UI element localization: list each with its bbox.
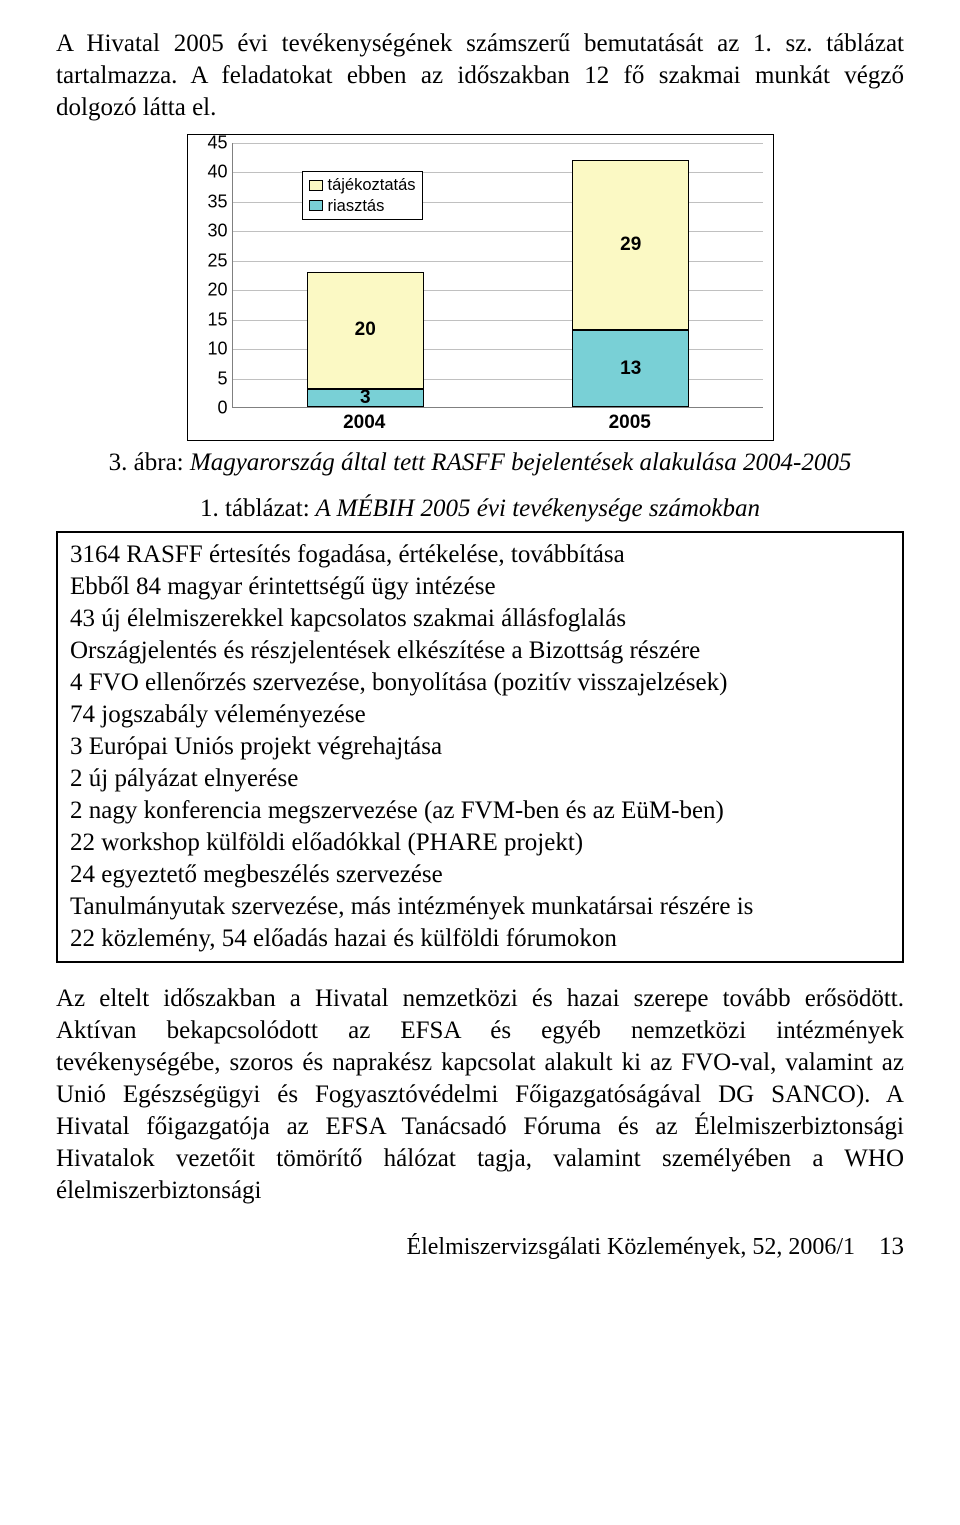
legend-swatch [309,200,323,211]
table-title: 1. táblázat: A MÉBIH 2005 évi tevékenysé… [56,495,904,523]
footer-journal: Élelmiszervizsgálati Közlemények, 52, 20… [406,1234,855,1261]
chart-frame: 0 5 10 15 20 25 30 35 40 45 20042005 3 20 13 29 tájékoz… [187,134,774,441]
bar-value-label: 29 [572,234,689,256]
activity-item: Ebből 84 magyar érintettségű ügy intézés… [70,571,890,603]
table-title-num: 1. táblázat: [200,495,310,522]
activity-item: 74 jogszabály véleményezése [70,699,890,731]
intro-paragraph: A Hivatal 2005 évi tevékenységének száms… [56,28,904,124]
x-category-label: 2004 [232,412,498,434]
table-title-text: A MÉBIH 2005 évi tevékenysége számokban [315,495,760,522]
activity-item: 2 nagy konferencia megszervezése (az FVM… [70,795,890,827]
bar-value-label: 3 [307,387,424,409]
chart-caption: 3. ábra: Magyarország által tett RASFF b… [56,449,904,477]
chart-legend: tájékoztatásriasztás [302,171,423,220]
x-category-label: 2005 [497,412,763,434]
bar-group: 3 20 [307,272,424,407]
legend-swatch [309,180,323,191]
activity-box: 3164 RASFF értesítés fogadása, értékelés… [56,531,904,963]
y-tick-label: 0 [194,398,228,419]
legend-label: riasztás [328,196,385,217]
legend-label: tájékoztatás [328,175,416,196]
y-tick-label: 20 [194,280,228,301]
page-footer: Élelmiszervizsgálati Közlemények, 52, 20… [56,1233,904,1261]
activity-item: 24 egyeztető megbeszélés szervezése [70,859,890,891]
legend-row: riasztás [309,196,416,217]
activity-item: 22 workshop külföldi előadókkal (PHARE p… [70,827,890,859]
activity-item: 2 új pályázat elnyerése [70,763,890,795]
chart-container: 0 5 10 15 20 25 30 35 40 45 20042005 3 20 13 29 tájékoz… [56,134,904,441]
bar-value-label: 20 [307,319,424,341]
activity-item: 4 FVO ellenőrzés szervezése, bonyolítása… [70,667,890,699]
closing-paragraph: Az eltelt időszakban a Hivatal nemzetköz… [56,983,904,1207]
legend-row: tájékoztatás [309,175,416,196]
y-tick-label: 15 [194,309,228,330]
activity-item: 3 Európai Uniós projekt végrehajtása [70,731,890,763]
y-tick-label: 5 [194,368,228,389]
y-tick-label: 25 [194,250,228,271]
chart-caption-text: Magyarország által tett RASFF bejelentés… [190,449,851,476]
activity-item: 43 új élelmiszerekkel kapcsolatos szakma… [70,603,890,635]
bar-group: 13 29 [572,160,689,407]
y-tick-label: 10 [194,339,228,360]
y-tick-label: 30 [194,221,228,242]
y-tick-label: 35 [194,191,228,212]
chart-plot: 051015202530354045200420053201329tájékoz… [198,143,763,436]
y-tick-label: 40 [194,162,228,183]
y-tick-label: 45 [194,133,228,154]
activity-item: 22 közlemény, 54 előadás hazai és külföl… [70,923,890,955]
chart-caption-num: 3. ábra: [109,449,184,476]
activity-item: Tanulmányutak szervezése, más intézménye… [70,891,890,923]
footer-page-number: 13 [879,1233,904,1261]
activity-item: Országjelentés és részjelentések elkészí… [70,635,890,667]
activity-item: 3164 RASFF értesítés fogadása, értékelés… [70,539,890,571]
bar-value-label: 13 [572,358,689,380]
page-root: A Hivatal 2005 évi tevékenységének száms… [0,0,960,1281]
